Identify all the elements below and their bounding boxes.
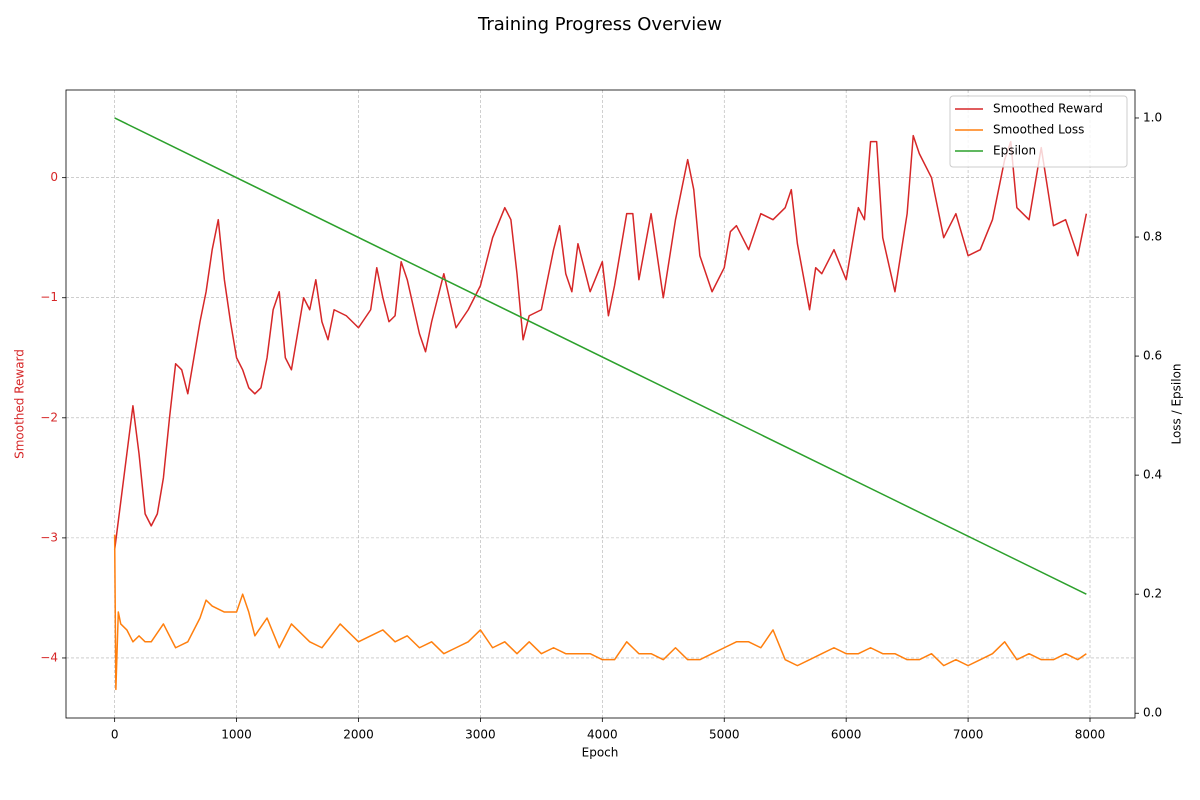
x-axis-label: Epoch xyxy=(582,746,619,760)
x-tick-label: 0 xyxy=(111,728,119,742)
y-tick-label: −1 xyxy=(40,290,58,304)
y2-tick-label: 0.2 xyxy=(1143,587,1162,601)
data-line xyxy=(114,117,1087,595)
x-tick-label: 4000 xyxy=(587,728,618,742)
data-line xyxy=(113,134,1088,550)
y2-tick-label: 0.4 xyxy=(1143,468,1162,482)
y-tick-label: −2 xyxy=(40,410,58,424)
y2-tick-label: 0.8 xyxy=(1143,230,1162,244)
x-tick-label: 5000 xyxy=(709,728,740,742)
y-tick-label: 0 xyxy=(50,170,58,184)
y-tick-label: −3 xyxy=(40,530,58,544)
legend-box xyxy=(949,95,1128,168)
plot-frame xyxy=(65,89,1136,719)
x-tick-label: 2000 xyxy=(343,728,374,742)
x-tick-label: 7000 xyxy=(953,728,984,742)
legend-label: Smoothed Reward xyxy=(993,102,1103,116)
x-tick-label: 3000 xyxy=(465,728,496,742)
y-axis-label: Smoothed Reward xyxy=(13,349,27,459)
chart-title: Training Progress Overview xyxy=(477,14,722,35)
y2-tick-label: 0.6 xyxy=(1143,349,1162,363)
x-tick-label: 6000 xyxy=(831,728,862,742)
data-line xyxy=(113,534,1087,691)
x-tick-label: 1000 xyxy=(221,728,252,742)
y-tick-label: −4 xyxy=(40,650,58,664)
legend-label: Smoothed Loss xyxy=(993,123,1084,137)
x-tick-label: 8000 xyxy=(1075,728,1106,742)
y2-tick-label: 0.0 xyxy=(1143,706,1162,720)
y2-axis-label: Loss / Epsilon xyxy=(1170,363,1184,444)
legend-label: Epsilon xyxy=(993,144,1036,158)
y2-tick-label: 1.0 xyxy=(1143,110,1162,124)
